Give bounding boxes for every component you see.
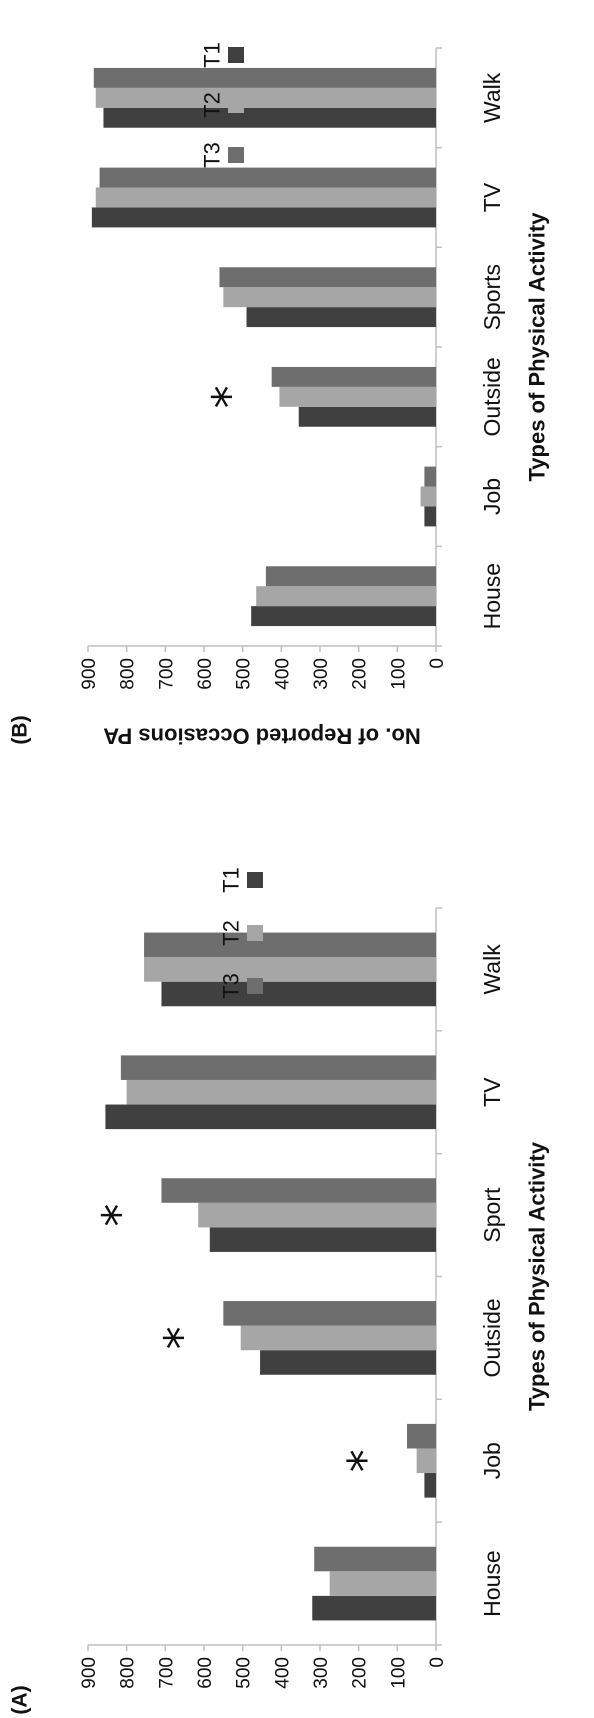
value-tick-label: 400 — [272, 658, 293, 690]
legend-label-t3: T3 — [219, 973, 244, 999]
category-label: Outside — [479, 1298, 505, 1377]
bar-t1 — [260, 1350, 436, 1375]
category-label: House — [479, 1550, 505, 1616]
x-axis-title: Types of Physical Activity — [525, 212, 550, 482]
bar-t2 — [420, 486, 436, 507]
bar-t2 — [95, 187, 436, 208]
category-label: Sports — [479, 264, 505, 330]
significance-marker: * — [92, 1204, 146, 1227]
significance-marker: * — [154, 1326, 208, 1349]
legend-swatch-t3 — [247, 978, 263, 994]
category-label: House — [479, 563, 505, 629]
legend-label-t2: T2 — [219, 920, 244, 946]
value-tick-label: 700 — [156, 658, 177, 690]
bar-t3 — [99, 167, 436, 188]
value-tick-label: 500 — [234, 1657, 255, 1689]
value-tick-label: 0 — [427, 1657, 448, 1668]
significance-marker: * — [203, 385, 257, 408]
bar-t2 — [279, 386, 436, 407]
bar-t2 — [256, 586, 436, 607]
value-tick-label: 800 — [118, 1657, 139, 1689]
bar-t3 — [223, 1301, 436, 1326]
bar-t2 — [198, 1202, 436, 1228]
value-tick-label: 700 — [156, 1657, 177, 1689]
bar-t3 — [161, 1178, 436, 1203]
bar-t2 — [144, 957, 437, 982]
value-tick-label: 200 — [350, 658, 371, 690]
bar-t2 — [240, 1325, 436, 1351]
legend-label-t1: T1 — [219, 867, 244, 893]
bar-t3 — [265, 566, 436, 587]
bar-t3 — [424, 466, 436, 487]
bar-t3 — [219, 267, 436, 288]
bar-t2 — [126, 1079, 437, 1105]
bar-t2 — [223, 287, 436, 308]
category-label: Job — [479, 478, 505, 515]
value-tick-label: 600 — [195, 658, 216, 690]
value-tick-label: 800 — [118, 658, 139, 690]
bar-t3 — [120, 1055, 436, 1080]
value-tick-label: 300 — [311, 1657, 332, 1689]
panel-a: 0 100 200 300 400 500 600 700 800 900 House Job Outs… — [9, 867, 550, 1714]
panel-label: (A) — [9, 1685, 32, 1714]
value-tick-label: 100 — [388, 658, 409, 690]
value-tick-label: 100 — [388, 1657, 409, 1689]
category-label: Job — [479, 1442, 505, 1479]
bar-t1 — [424, 506, 436, 527]
bar-t2 — [416, 1448, 436, 1474]
bar-t3 — [314, 1546, 436, 1572]
panel-label: (B) — [9, 715, 32, 744]
legend-swatch-t3 — [228, 147, 244, 163]
value-tick-label: 600 — [195, 1657, 216, 1689]
bar-t1 — [312, 1595, 436, 1621]
legend-label-t3: T3 — [200, 142, 225, 168]
bar-t2 — [329, 1571, 436, 1596]
category-label: Sport — [479, 1187, 505, 1243]
legend-label-t1: T1 — [200, 42, 225, 68]
bar-t3 — [271, 366, 436, 387]
x-axis-title: Types of Physical Activity — [525, 1141, 550, 1411]
legend-label-t2: T2 — [200, 92, 225, 118]
value-tick-label: 500 — [234, 658, 255, 690]
value-tick-label: 900 — [79, 658, 100, 690]
bar-t1 — [424, 1473, 436, 1498]
category-label: TV — [479, 1077, 505, 1107]
bar-t1 — [246, 307, 436, 328]
bar-t1 — [91, 207, 436, 228]
panel-b: 0 100 200 300 400 500 600 700 800 900 House Job Outs… — [9, 42, 550, 748]
value-tick-label: 300 — [311, 658, 332, 690]
bar-t1 — [105, 1104, 437, 1130]
bar-t1 — [103, 107, 436, 128]
category-label: Outside — [479, 357, 505, 436]
bar-t3 — [93, 67, 437, 88]
bar-t1 — [298, 406, 436, 427]
value-tick-label: 400 — [272, 1657, 293, 1689]
category-label: Walk — [479, 72, 505, 123]
bar-t3 — [407, 1423, 436, 1449]
bar-t1 — [209, 1227, 436, 1252]
legend-swatch-t2 — [247, 925, 263, 941]
bar-t3 — [144, 932, 437, 958]
legend-swatch-t1 — [247, 872, 263, 888]
value-tick-label: 900 — [79, 1657, 100, 1689]
legend-swatch-t1 — [228, 47, 244, 63]
category-label: Walk — [479, 944, 505, 995]
y-axis-title: No. of Reported Occasions PA — [103, 724, 421, 749]
category-label: TV — [479, 182, 505, 212]
significance-marker: * — [338, 1449, 392, 1472]
legend-swatch-t2 — [228, 97, 244, 113]
bar-t2 — [95, 87, 436, 108]
bar-t1 — [251, 606, 436, 627]
value-tick-label: 0 — [427, 658, 448, 669]
bar-t1 — [161, 981, 436, 1007]
value-tick-label: 200 — [350, 1657, 371, 1689]
